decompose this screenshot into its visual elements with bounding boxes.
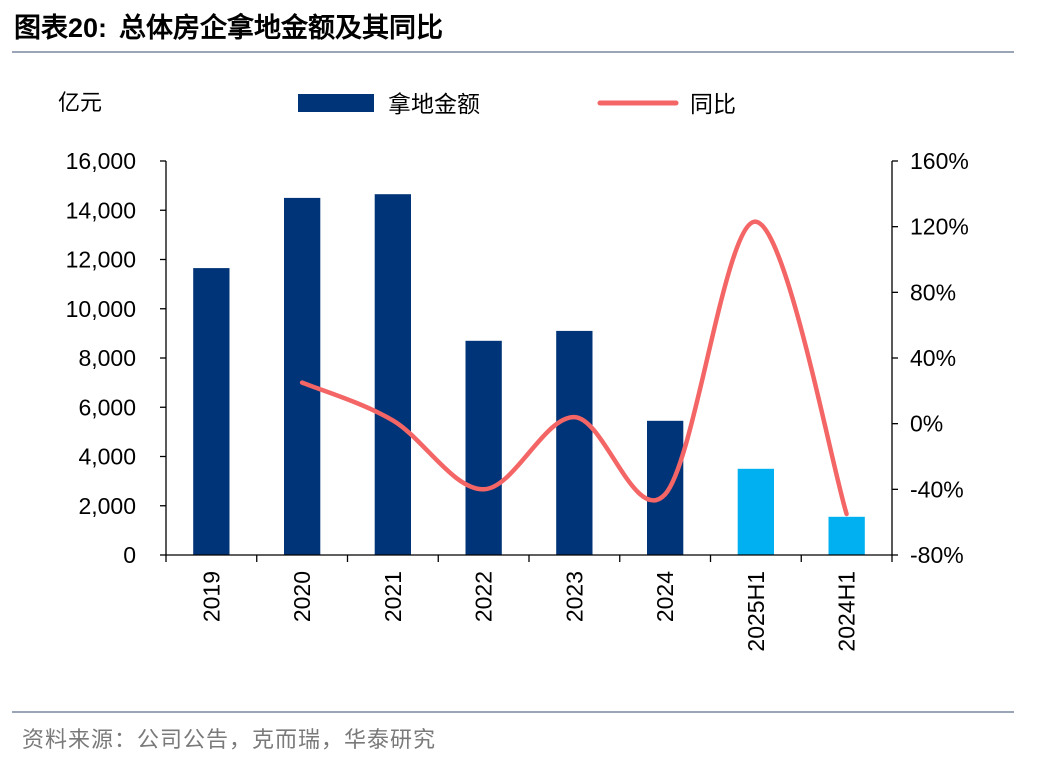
left-tick-label: 0 [123,542,136,568]
chart-title-text: 总体房企拿地金额及其同比 [119,13,444,44]
left-tick-label: 10,000 [66,296,136,322]
left-tick-label: 14,000 [66,197,136,223]
left-tick-label: 6,000 [78,394,136,420]
bar-2023 [556,330,593,555]
left-tick-label: 16,000 [66,148,136,174]
bar-2020 [284,197,321,555]
right-tick-label: 0% [910,411,943,437]
x-tick-label: 2019 [198,571,224,622]
yoy-line [299,219,849,517]
bar-2024 [647,420,684,555]
right-tick-label: -40% [910,476,964,502]
x-tick-label: 2021 [380,571,406,622]
bar-2019 [193,268,230,555]
x-tick-label: 2024 [652,571,678,622]
chart-title-label: 图表20: [14,13,108,43]
legend-line-label: 同比 [690,91,736,117]
chart-title: 图表20: 总体房企拿地金额及其同比 [14,6,443,50]
title-divider [12,51,1014,53]
right-tick-label: 120% [910,214,969,240]
x-tick-label: 2022 [471,571,497,622]
right-tick-label: 160% [910,148,969,174]
left-tick-label: 12,000 [66,247,136,273]
legend-bar-label: 拿地金额 [388,91,480,117]
x-tick-label: 2023 [561,571,587,622]
left-tick-label: 4,000 [78,444,136,470]
bar-2021 [374,194,411,555]
x-tick-label: 2025H1 [743,571,769,652]
bar-2025h1 [737,468,774,555]
source-note: 资料来源：公司公告，克而瑞，华泰研究 [22,728,437,753]
bar-2022 [465,340,502,555]
left-tick-label: 8,000 [78,345,136,371]
right-tick-label: -80% [910,542,964,568]
left-tick-label: 2,000 [78,493,136,519]
left-axis-unit: 亿元 [58,90,102,115]
x-tick-label: 2024H1 [834,571,860,652]
right-tick-label: 80% [910,279,956,305]
source-divider [12,711,1014,713]
x-tick-label: 2020 [289,571,315,622]
bar-2024h1 [828,516,865,555]
right-tick-label: 40% [910,345,956,371]
legend-bar-swatch [298,94,374,112]
